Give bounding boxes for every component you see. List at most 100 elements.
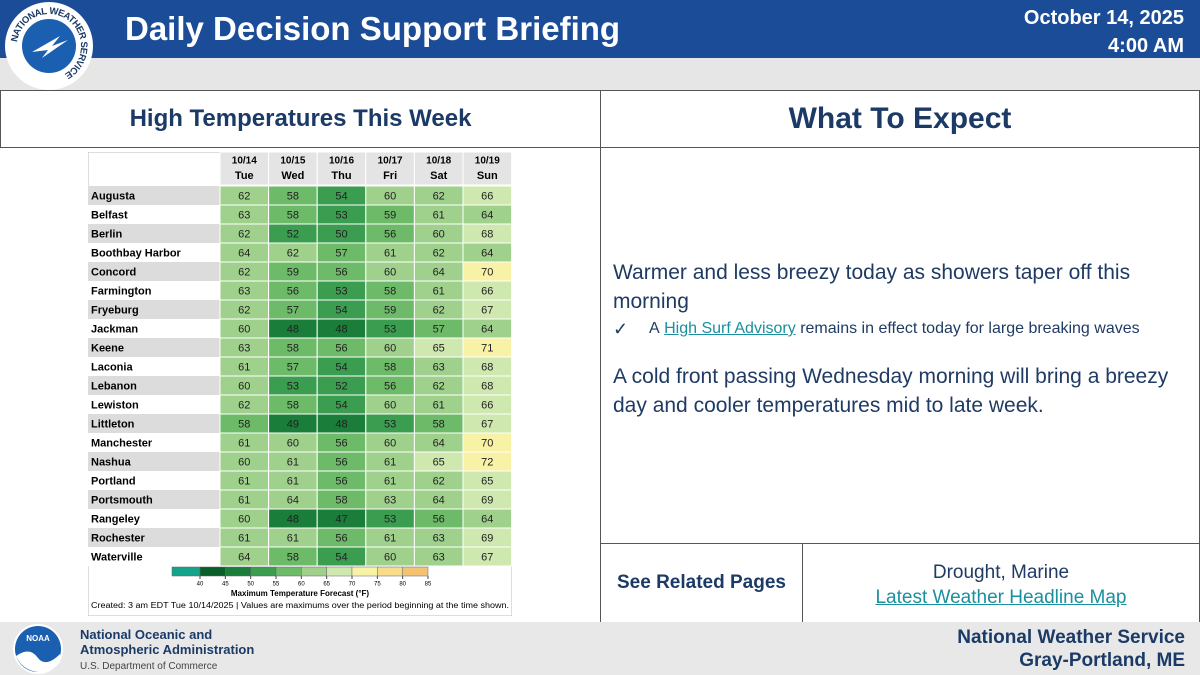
date-time: October 14, 2025 4:00 AM <box>1024 4 1184 60</box>
temperature-value: 47 <box>335 513 347 525</box>
row-name: Belfast <box>91 209 128 221</box>
temperature-value: 57 <box>287 304 299 316</box>
noaa-name: National Oceanic and Atmospheric Adminis… <box>80 627 254 674</box>
temperature-value: 60 <box>238 380 250 392</box>
temperature-value: 62 <box>433 247 445 259</box>
date: October 14, 2025 <box>1023 7 1184 29</box>
org-line: National Oceanic and <box>80 627 213 642</box>
colorbar-segment <box>199 566 226 577</box>
temperature-value: 56 <box>335 437 347 449</box>
temperature-value: 64 <box>481 323 493 335</box>
advisory-link[interactable]: High Surf Advisory <box>664 320 796 337</box>
temperature-value: 62 <box>287 247 299 259</box>
temperature-value: 60 <box>384 190 396 202</box>
colorbar-segment <box>301 566 327 577</box>
temperature-value: 58 <box>287 209 299 221</box>
office-location: Gray-Portland, ME <box>1019 650 1185 671</box>
row-name: Portsmouth <box>91 494 153 506</box>
temperature-value: 57 <box>433 323 445 335</box>
temperature-value: 65 <box>481 475 493 487</box>
row-name: Concord <box>91 266 136 278</box>
bullet-text: A High Surf Advisory remains in effect t… <box>649 318 1140 340</box>
row-name: Farmington <box>91 285 152 297</box>
page-title: Daily Decision Support Briefing <box>125 10 621 47</box>
header-cell <box>462 152 512 186</box>
row-name: Jackman <box>91 323 138 335</box>
temperature-value: 64 <box>433 494 445 506</box>
row-name-cell <box>88 357 220 376</box>
temperature-value: 57 <box>287 361 299 373</box>
temperature-value: 58 <box>335 494 347 506</box>
colorbar-tick-label: 85 <box>425 582 432 588</box>
colorbar-tick-label: 50 <box>247 582 254 588</box>
headline-map-link[interactable]: Latest Weather Headline Map <box>875 587 1127 608</box>
temperature-value: 56 <box>335 475 347 487</box>
temperature-value: 64 <box>238 551 250 563</box>
temperature-value: 52 <box>335 380 347 392</box>
item: A cold front passing Wednesday morning w… <box>613 365 1169 417</box>
temperature-value: 58 <box>433 418 445 430</box>
row-name: Lewiston <box>91 399 139 411</box>
temperature-value: 61 <box>287 532 299 544</box>
related-label: See Related Pages <box>600 543 803 623</box>
temperature-value: 62 <box>238 190 250 202</box>
row-name-cell <box>88 186 220 205</box>
colorbar-segment <box>326 566 353 577</box>
temperature-value: 66 <box>481 190 493 202</box>
temperature-value: 61 <box>384 475 396 487</box>
temperature-table: 10/14 Tue 10/15 Wed 10/16 Thu 10/17 Fri 10/18 Sat… <box>88 152 512 616</box>
row-name: Berlin <box>91 228 122 240</box>
temperature-value: 60 <box>384 437 396 449</box>
row-name-cell <box>88 509 220 528</box>
item-text: Warmer and less breezy today as showers … <box>613 261 1131 313</box>
temperature-value: 60 <box>384 342 396 354</box>
temperature-value: 68 <box>481 380 493 392</box>
colorbar-tick-label: 40 <box>197 582 204 588</box>
temperature-value: 58 <box>287 551 299 563</box>
temperature-value: 60 <box>238 456 250 468</box>
column-date: 10/19 <box>475 156 500 167</box>
temperature-value: 56 <box>335 456 347 468</box>
temperature-value: 64 <box>481 247 493 259</box>
temperature-value: 72 <box>481 456 493 468</box>
temperature-value: 53 <box>335 285 347 297</box>
bullet: ✓ A High Surf Advisory remains in effect… <box>613 318 1188 340</box>
temperature-value: 59 <box>384 209 396 221</box>
colorbar-segment <box>351 566 378 577</box>
expect-text: Warmer and less breezy today as showers … <box>613 258 1188 442</box>
temperature-value: 53 <box>335 209 347 221</box>
temperature-value: 56 <box>433 513 445 525</box>
row-name: Lebanon <box>91 380 137 392</box>
row-name-cell <box>88 376 220 395</box>
temperature-value: 61 <box>238 361 250 373</box>
temperature-value: 56 <box>384 380 396 392</box>
item: Warmer and less breezy today as showers … <box>613 258 1188 340</box>
temperature-value: 67 <box>481 418 493 430</box>
temperature-value: 63 <box>384 494 396 506</box>
column-date: 10/14 <box>232 156 257 167</box>
temperature-value: 53 <box>384 418 396 430</box>
colorbar-label: Maximum Temperature Forecast (°F) <box>231 589 370 598</box>
temperature-value: 56 <box>335 342 347 354</box>
left-title: High Temperatures This Week <box>0 90 601 148</box>
temperature-value: 61 <box>433 399 445 411</box>
colorbar-tick-label: 60 <box>298 582 305 588</box>
temperature-value: 66 <box>481 285 493 297</box>
temperature-value: 63 <box>433 361 445 373</box>
row-name: Rangeley <box>91 513 141 525</box>
footnote: Created: 3 am EDT Tue 10/14/2025 | Value… <box>91 601 509 610</box>
department: U.S. Department of Commerce <box>80 661 218 672</box>
temperature-cell <box>462 546 512 567</box>
temperature-value: 57 <box>335 247 347 259</box>
row-name-cell <box>88 224 220 243</box>
temperature-value: 53 <box>384 323 396 335</box>
temperature-value: 62 <box>433 190 445 202</box>
temperature-value: 61 <box>287 456 299 468</box>
temperature-value: 68 <box>481 228 493 240</box>
colorbar-segment <box>275 566 302 577</box>
header-bar <box>0 0 1200 58</box>
temperature-value: 58 <box>287 190 299 202</box>
temperature-value: 66 <box>481 399 493 411</box>
temperature-value: 63 <box>433 532 445 544</box>
row-name: Boothbay Harbor <box>91 247 182 259</box>
